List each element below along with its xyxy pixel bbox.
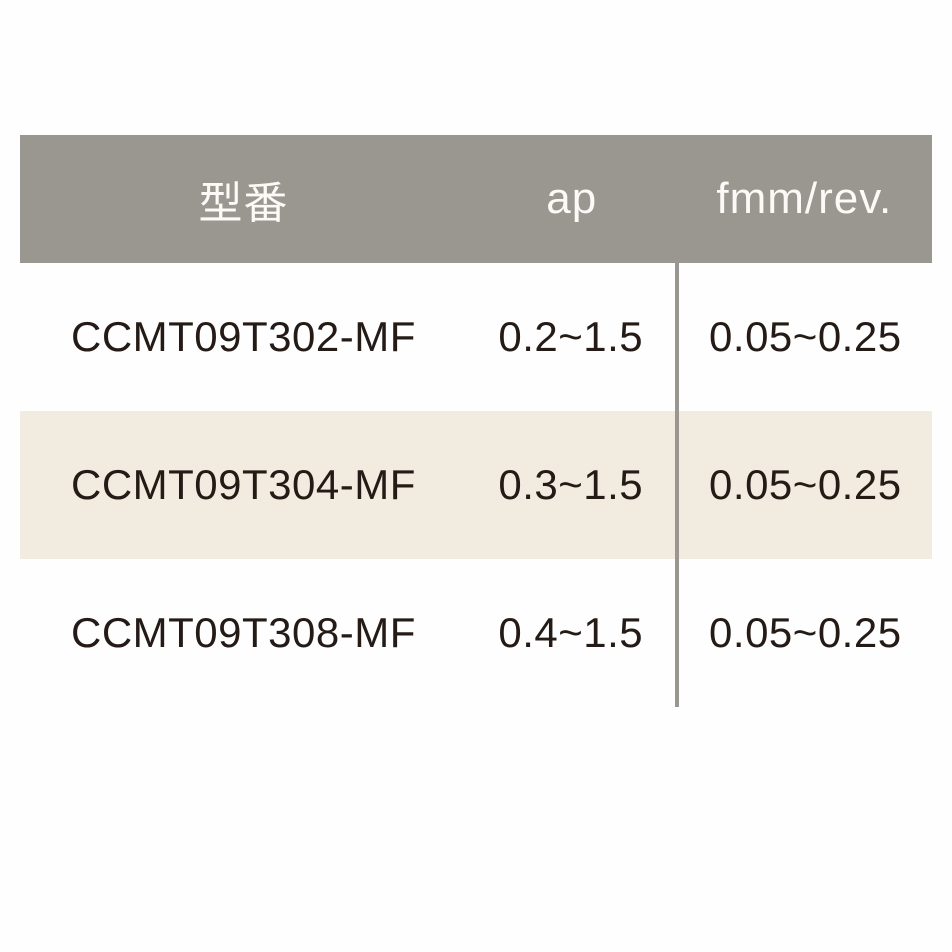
cell-model: CCMT09T302-MF [20, 263, 467, 411]
table-row: CCMT09T304-MF 0.3~1.5 0.05~0.25 [20, 411, 932, 559]
cell-model: CCMT09T304-MF [20, 411, 467, 559]
cell-f: 0.05~0.25 [677, 411, 932, 559]
cell-ap: 0.3~1.5 [467, 411, 677, 559]
cell-ap: 0.2~1.5 [467, 263, 677, 411]
cell-ap: 0.4~1.5 [467, 559, 677, 707]
table-row: CCMT09T308-MF 0.4~1.5 0.05~0.25 [20, 559, 932, 707]
table-container: 型番 ap fmm/rev. CCMT09T302-MF 0.2~1.5 0.0… [0, 0, 952, 707]
table-row: CCMT09T302-MF 0.2~1.5 0.05~0.25 [20, 263, 932, 411]
col-header-f: fmm/rev. [677, 135, 932, 263]
cell-f: 0.05~0.25 [677, 263, 932, 411]
col-header-model: 型番 [20, 135, 467, 263]
col-header-ap: ap [467, 135, 677, 263]
cell-f: 0.05~0.25 [677, 559, 932, 707]
spec-table: 型番 ap fmm/rev. CCMT09T302-MF 0.2~1.5 0.0… [20, 135, 932, 707]
table-header-row: 型番 ap fmm/rev. [20, 135, 932, 263]
cell-model: CCMT09T308-MF [20, 559, 467, 707]
